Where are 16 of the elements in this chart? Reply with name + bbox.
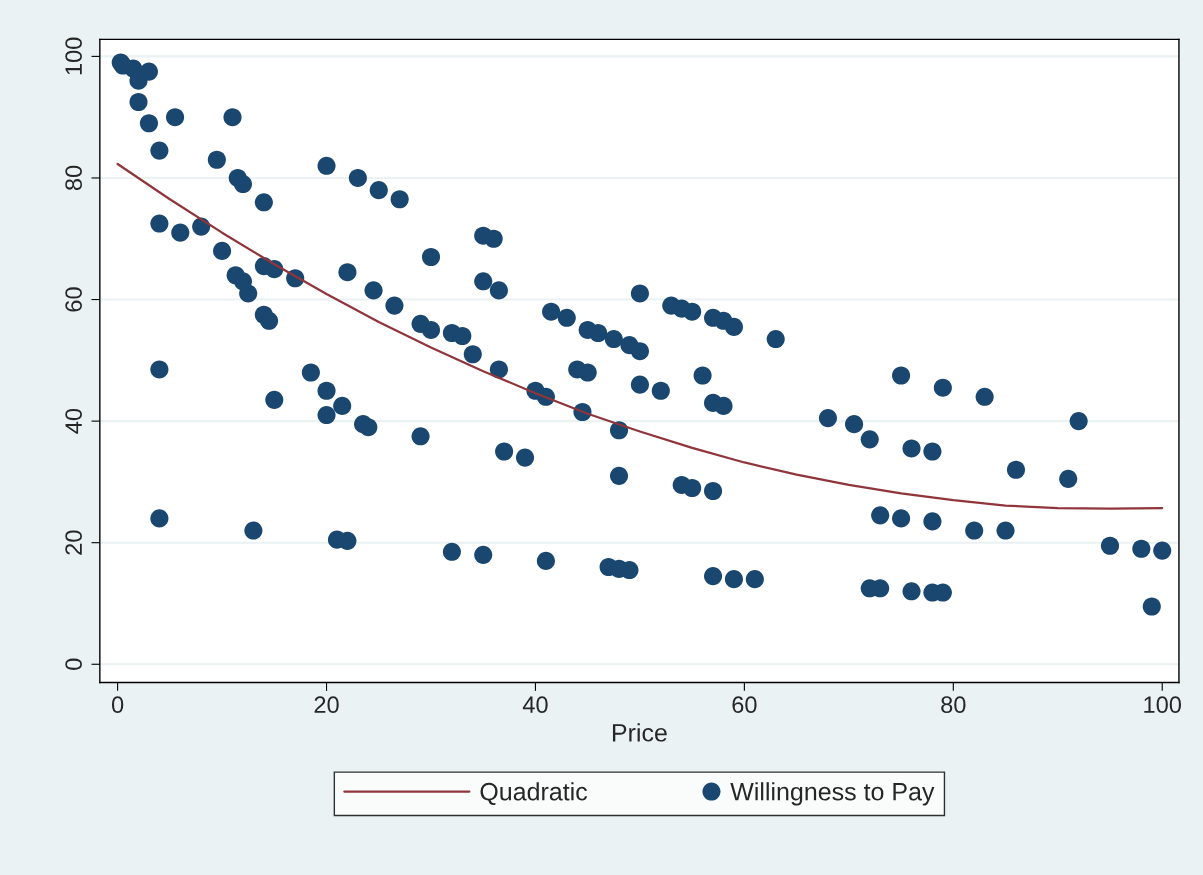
legend-label: Willingness to Pay xyxy=(730,782,935,806)
y-tick-label: 0 xyxy=(65,658,82,670)
line-series xyxy=(116,162,1164,510)
y-tick-label: 80 xyxy=(65,165,82,191)
x-tick-label: 20 xyxy=(314,696,339,714)
y-tick-label: 40 xyxy=(65,408,82,434)
x-tick-label: 60 xyxy=(732,696,757,714)
x-tick-label: 80 xyxy=(941,696,966,714)
x-axis-title: Price xyxy=(612,723,667,742)
legend-label: Quadratic xyxy=(480,782,588,806)
y-tick-label: 20 xyxy=(65,530,82,555)
y-tick-label: 60 xyxy=(65,287,82,312)
x-tick-label: 40 xyxy=(522,696,548,714)
x-tick-label: 100 xyxy=(1144,696,1181,714)
x-tick-label: 0 xyxy=(111,696,124,714)
y-tick-label: 100 xyxy=(65,37,82,75)
